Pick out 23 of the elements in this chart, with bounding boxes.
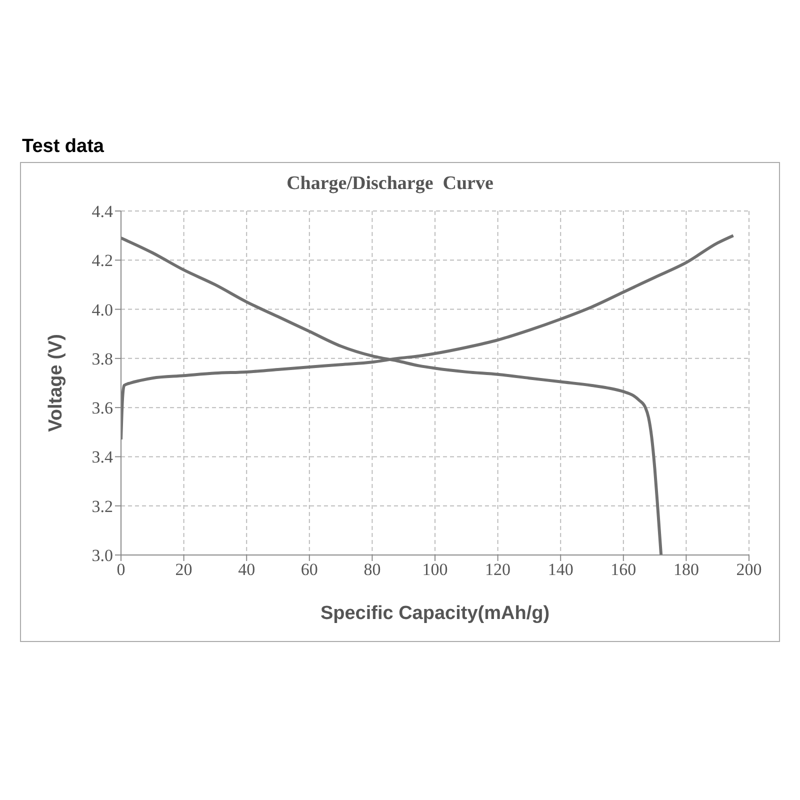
x-tick-label: 60 xyxy=(300,560,318,580)
y-tick-label: 4.4 xyxy=(92,202,114,222)
chart-subtitle: Charge/Discharge Curve xyxy=(286,172,494,195)
x-tick-label: 140 xyxy=(548,560,574,580)
y-axis-title: Voltage (V) xyxy=(46,334,67,432)
y-tick-label: 3.6 xyxy=(92,398,113,418)
y-tick-label: 3.2 xyxy=(92,496,113,516)
x-tick-label: 200 xyxy=(736,560,762,580)
x-tick-label: 0 xyxy=(116,560,126,580)
y-tick-label: 4.0 xyxy=(92,300,113,320)
x-tick-label: 80 xyxy=(364,560,381,580)
x-tick-label: 160 xyxy=(610,560,636,580)
x-tick-label: 180 xyxy=(673,560,699,580)
y-tick-label: 4.2 xyxy=(92,251,113,270)
x-tick-label: 40 xyxy=(238,560,256,580)
x-tick-label: 120 xyxy=(485,560,511,580)
x-tick-label: 100 xyxy=(422,560,448,580)
y-tick-label: 3.4 xyxy=(92,448,114,467)
x-tick-label: 20 xyxy=(175,560,192,580)
y-tick-label: 3.8 xyxy=(92,349,113,368)
chart-title: Test data xyxy=(22,136,106,158)
y-tick-label: 3.0 xyxy=(92,546,113,566)
x-axis-title: Specific Capacity(mAh/g) xyxy=(320,603,550,624)
